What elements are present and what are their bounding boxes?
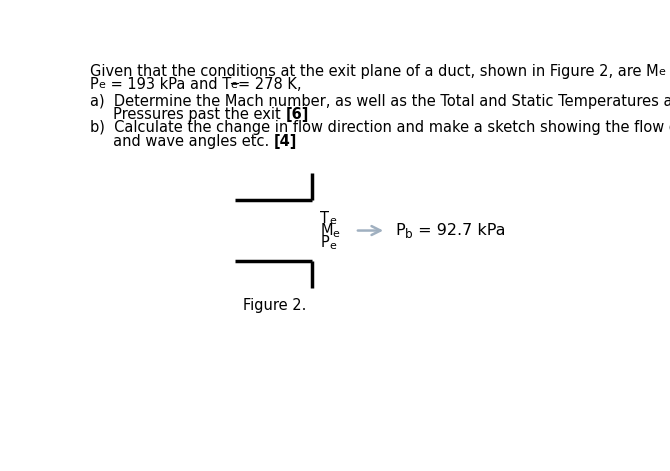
Text: P: P [90, 77, 98, 92]
Text: = 193 kPa and T: = 193 kPa and T [106, 77, 231, 92]
Text: and wave angles etc.: and wave angles etc. [90, 133, 274, 148]
Text: Pressures past the exit: Pressures past the exit [90, 107, 285, 122]
Text: e: e [329, 217, 336, 227]
Text: e: e [659, 67, 665, 77]
Text: Given that the conditions at the exit plane of a duct, shown in Figure 2, are M: Given that the conditions at the exit pl… [90, 64, 659, 79]
Text: = 1.9,: = 1.9, [665, 64, 670, 79]
Text: e: e [329, 241, 336, 251]
Text: = 278 K,: = 278 K, [238, 77, 302, 92]
Text: P: P [395, 223, 405, 238]
Text: M: M [320, 223, 332, 238]
Text: b: b [405, 227, 413, 241]
Text: e: e [332, 229, 340, 239]
Text: Figure 2.: Figure 2. [243, 298, 306, 313]
Text: P: P [320, 236, 329, 251]
Text: = 92.7 kPa: = 92.7 kPa [413, 223, 505, 238]
Text: e: e [231, 80, 238, 90]
Text: a)  Determine the Mach number, as well as the Total and Static Temperatures and: a) Determine the Mach number, as well as… [90, 94, 670, 109]
Text: b)  Calculate the change in flow direction and make a sketch showing the flow di: b) Calculate the change in flow directio… [90, 121, 670, 136]
Text: [4]: [4] [274, 133, 297, 148]
Text: [6]: [6] [285, 107, 309, 122]
Text: e: e [98, 80, 106, 90]
Text: T: T [320, 211, 329, 226]
